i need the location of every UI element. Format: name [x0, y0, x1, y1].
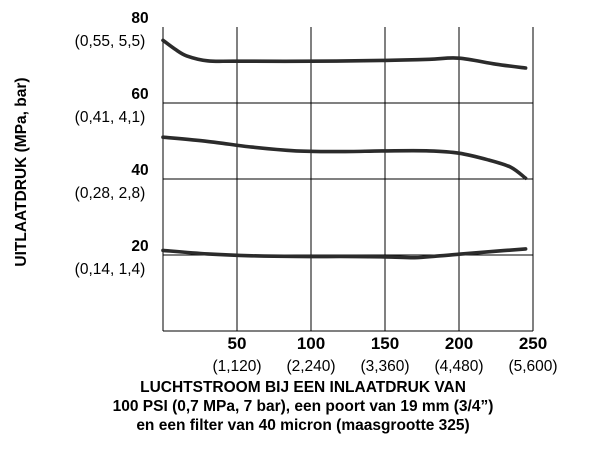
x-tick-sublabel: (3,360)	[360, 358, 409, 375]
y-tick-label: 60	[131, 86, 148, 103]
x-tick-label: 250	[519, 334, 547, 353]
x-axis-label-line-3: en een filter van 40 micron (maasgrootte…	[136, 417, 470, 434]
y-tick-sublabel: (0,41, 4,1)	[75, 109, 146, 126]
x-tick-label: 150	[371, 334, 399, 353]
y-tick-sublabel: (0,28, 2,8)	[75, 185, 146, 202]
y-tick-sublabel: (0,55, 5,5)	[75, 33, 146, 50]
x-tick-sublabel: (5,600)	[508, 358, 557, 375]
y-tick-sublabel: (0,14, 1,4)	[75, 261, 146, 278]
y-tick-label: 20	[131, 238, 148, 255]
y-tick-label: 80	[131, 10, 148, 27]
series-line-1	[161, 38, 528, 70]
x-tick-label: 50	[228, 334, 247, 353]
x-tick-sublabel: (4,480)	[434, 358, 483, 375]
x-axis-label-line-1: LUCHTSTROOM BIJ EEN INLAATDRUK VAN	[140, 379, 466, 396]
x-tick-sublabel: (1,120)	[212, 358, 261, 375]
x-tick-sublabel: (2,240)	[286, 358, 335, 375]
series-line-3	[161, 247, 528, 260]
y-axis-label: UITLAATDRUK (MPa, bar)	[13, 77, 30, 267]
y-tick-label: 40	[131, 162, 148, 179]
x-tick-label: 100	[297, 334, 325, 353]
x-tick-label: 200	[445, 334, 473, 353]
x-axis-label-line-2: 100 PSI (0,7 MPa, 7 bar), een poort van …	[112, 398, 494, 415]
series-line-2	[161, 135, 528, 180]
